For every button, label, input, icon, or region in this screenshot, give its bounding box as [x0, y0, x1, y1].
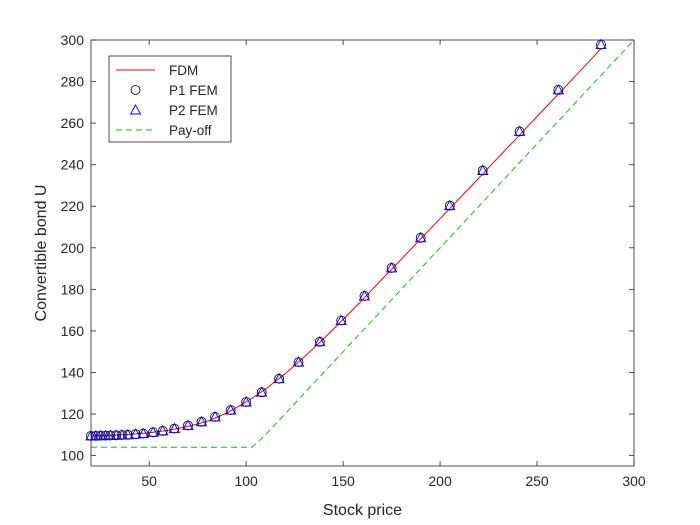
- p2-fem-series: [85, 38, 607, 441]
- p2-fem-marker: [195, 415, 208, 427]
- p2-fem-marker: [552, 83, 565, 95]
- y-tick-label: 140: [61, 364, 85, 380]
- p2-fem-marker: [156, 424, 169, 436]
- p2-fem-marker: [273, 372, 285, 384]
- p2-fem-marker: [414, 231, 427, 243]
- p2-fem-marker: [182, 419, 194, 430]
- x-axis-ticks: 50 100 150 200 250 300: [141, 40, 646, 489]
- payoff-line: [91, 39, 635, 448]
- x-axis-label: Stock price: [323, 502, 402, 519]
- y-tick-label: 260: [61, 115, 85, 131]
- p2-fem-marker: [116, 429, 128, 440]
- legend-label: FDM: [169, 63, 198, 78]
- fdm-line: [90, 47, 602, 437]
- p2-fem-marker: [110, 429, 122, 440]
- p2-fem-marker: [358, 290, 371, 301]
- axes-box: [90, 39, 635, 467]
- x-tick-label: 50: [141, 473, 157, 489]
- p2-fem-marker: [240, 396, 252, 407]
- legend-label: Pay-off: [169, 123, 212, 138]
- p2-fem-marker: [147, 426, 159, 437]
- y-tick-label: 160: [61, 323, 85, 339]
- p2-fem-marker: [595, 38, 607, 50]
- p2-fem-marker: [292, 356, 305, 367]
- p2-fem-marker: [122, 428, 134, 440]
- x-tick-label: 100: [234, 473, 258, 489]
- payoff-series: [91, 39, 635, 448]
- y-tick-label: 240: [61, 157, 85, 173]
- p2-fem-marker: [444, 199, 456, 211]
- y-tick-label: 200: [61, 240, 85, 256]
- y-tick-label: 280: [61, 74, 85, 90]
- p2-fem-marker: [137, 427, 150, 439]
- p2-fem-marker: [104, 429, 117, 440]
- y-tick-label: 180: [61, 281, 85, 297]
- p2-fem-marker: [168, 422, 181, 434]
- p2-fem-marker: [476, 164, 489, 175]
- y-axis-ticks: 100 120 140 160 180 200 220 240 260 280 300: [61, 32, 634, 464]
- x-tick-label: 200: [428, 473, 452, 489]
- p2-fem-marker: [335, 314, 347, 325]
- p2-fem-marker: [129, 428, 142, 439]
- legend-label: P2 FEM: [169, 103, 218, 118]
- x-tick-label: 250: [525, 473, 549, 489]
- y-tick-label: 120: [61, 406, 85, 422]
- axes: [90, 39, 635, 467]
- x-tick-label: 150: [331, 473, 355, 489]
- p2-fem-marker: [314, 335, 326, 347]
- fdm-series: [90, 47, 602, 437]
- y-tick-label: 100: [61, 448, 85, 464]
- x-tick-label: 300: [622, 473, 646, 489]
- p2-fem-marker: [385, 262, 398, 273]
- legend-p2-swatch: [129, 104, 142, 115]
- p2-fem-marker: [513, 125, 526, 136]
- legend-p1-swatch: [130, 85, 141, 95]
- legend: FDM P1 FEM P2 FEM Pay-off: [108, 55, 232, 143]
- p2-fem-marker: [224, 404, 237, 415]
- legend-label: P1 FEM: [169, 83, 218, 98]
- y-axis-label: Convertible bond U: [33, 185, 50, 322]
- y-tick-label: 300: [61, 32, 85, 48]
- p2-fem-marker: [209, 411, 221, 422]
- y-tick-label: 220: [61, 198, 85, 214]
- p2-fem-marker: [255, 386, 268, 397]
